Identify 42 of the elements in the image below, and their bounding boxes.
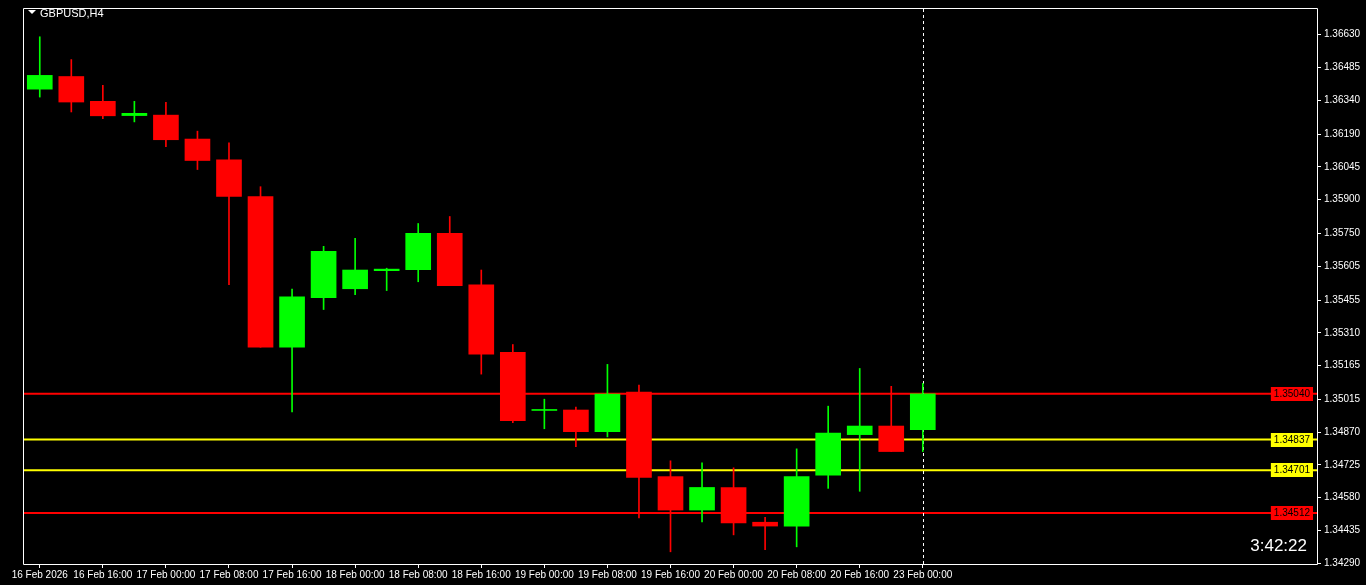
- x-tick-label: 19 Feb 00:00: [514, 568, 575, 580]
- y-tick-label: 1.36045: [1324, 160, 1361, 172]
- candlestick: [752, 516, 778, 551]
- candlestick: [26, 36, 53, 98]
- x-tick-label: 16 Feb 16:00: [73, 568, 133, 580]
- x-tick-label: 18 Feb 00:00: [325, 568, 386, 580]
- ref-line-label: 1.34701: [1273, 464, 1311, 476]
- y-tick-label: 1.36340: [1324, 93, 1361, 105]
- y-tick-label: 1.34580: [1324, 491, 1361, 503]
- y-tick-label: 1.35900: [1324, 193, 1361, 205]
- y-tick-label: 1.34725: [1324, 458, 1361, 470]
- y-tick-label: 1.36485: [1324, 61, 1361, 73]
- y-tick-label: 1.35015: [1324, 393, 1361, 405]
- y-tick-label: 1.34870: [1324, 425, 1361, 437]
- x-tick-label: 19 Feb 08:00: [577, 568, 638, 580]
- y-tick-label: 1.35455: [1324, 293, 1361, 305]
- y-tick-label: 1.35310: [1324, 326, 1361, 338]
- x-tick-label: 20 Feb 16:00: [830, 568, 890, 580]
- ref-line-label: 1.34512: [1273, 507, 1311, 519]
- x-tick-label: 23 Feb 00:00: [893, 568, 953, 580]
- y-tick-label: 1.35165: [1324, 359, 1361, 371]
- y-tick-label: 1.36190: [1324, 127, 1361, 139]
- candlestick: [846, 368, 873, 492]
- annotation: 3:42:22: [1250, 535, 1307, 555]
- x-tick-label: 16 Feb 2026: [11, 568, 69, 580]
- ref-line-label: 1.35040: [1273, 388, 1311, 400]
- x-tick-label: 19 Feb 16:00: [641, 568, 701, 580]
- x-tick-label: 18 Feb 16:00: [451, 568, 512, 580]
- x-tick-label: 20 Feb 08:00: [767, 568, 827, 580]
- x-tick-label: 17 Feb 00:00: [136, 568, 196, 580]
- y-tick-label: 1.35750: [1324, 227, 1361, 239]
- x-tick-label: 17 Feb 16:00: [262, 568, 322, 580]
- y-tick-label: 1.35605: [1324, 259, 1361, 271]
- candlestick: [373, 267, 400, 291]
- ref-line-label: 1.34837: [1273, 434, 1311, 446]
- y-tick-label: 1.34435: [1324, 524, 1361, 536]
- x-tick-label: 17 Feb 08:00: [199, 568, 259, 580]
- y-tick-label: 1.34290: [1324, 556, 1361, 568]
- y-tick-label: 1.36630: [1324, 28, 1361, 40]
- x-tick-label: 20 Feb 00:00: [704, 568, 764, 580]
- chart-title: GBPUSD,H4: [40, 7, 104, 20]
- x-tick-label: 18 Feb 08:00: [388, 568, 449, 580]
